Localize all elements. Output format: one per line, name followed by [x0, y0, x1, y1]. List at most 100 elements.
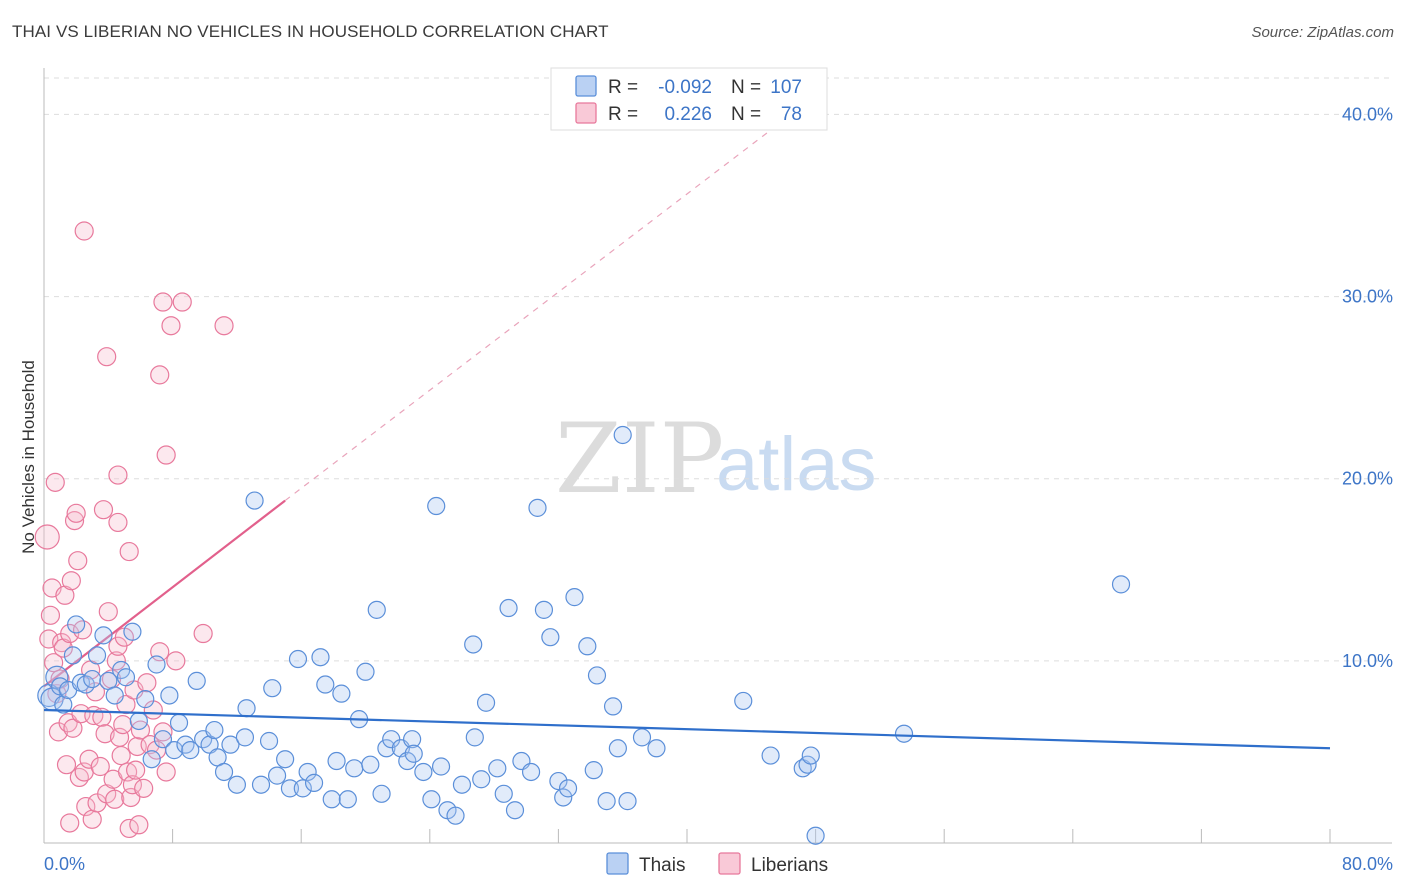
liberians-point — [79, 749, 99, 769]
thais-point — [647, 739, 666, 758]
thais-point — [129, 711, 148, 731]
thais-point — [431, 757, 451, 776]
thais-point — [165, 741, 184, 760]
thais-point — [221, 735, 240, 754]
thais-point — [267, 766, 287, 785]
liberians-point — [111, 745, 131, 766]
liberians-point — [150, 365, 170, 385]
thais-point — [403, 730, 422, 749]
thais-point — [322, 790, 341, 809]
thais-point — [235, 728, 255, 747]
legend-r-label-liberians: R = — [608, 104, 638, 125]
thais-point — [499, 598, 518, 618]
y-axis-label: No Vehicles in Household — [19, 360, 38, 554]
liberians-point — [40, 605, 61, 625]
liberians-point — [172, 292, 192, 312]
legend-swatch-thais — [575, 75, 597, 97]
gridlines — [44, 77, 1392, 662]
legend-box: R = -0.092 N = 107 R = 0.226 N = 78 — [550, 67, 828, 131]
thais-point — [414, 762, 433, 782]
thais-point — [465, 728, 484, 747]
thais-point — [259, 731, 279, 751]
thais-point — [251, 775, 271, 794]
thais-point — [176, 735, 195, 754]
thais-point — [632, 728, 652, 747]
liberians-point — [105, 789, 125, 809]
thais-point — [613, 425, 632, 445]
legend-swatch-liberians — [575, 102, 597, 124]
thais-point — [528, 498, 547, 517]
thais-point — [153, 730, 173, 749]
thais-point — [521, 762, 541, 782]
thais-point — [608, 739, 627, 758]
liberians-trend-extension — [284, 132, 768, 502]
thais-point — [367, 600, 386, 619]
legend-r-value-thais: -0.092 — [658, 77, 712, 98]
y-tick-label-40: 40.0% — [1342, 104, 1393, 124]
bottom-legend-swatch-thais — [606, 852, 629, 875]
thais-point — [160, 686, 179, 705]
thais-point — [505, 801, 525, 820]
liberians-point — [108, 465, 128, 485]
thais-point — [338, 790, 357, 809]
thais-point — [476, 693, 496, 712]
thais-point — [554, 788, 573, 807]
thais-point — [227, 775, 246, 794]
liberians-point — [63, 718, 83, 738]
thais-point — [293, 779, 312, 798]
thais-point — [464, 635, 483, 654]
x-tick-label-0: 0.0% — [44, 854, 85, 874]
liberians-point — [134, 778, 154, 798]
liberians-point — [153, 292, 173, 312]
thais-point — [565, 588, 584, 607]
thais-point — [54, 695, 73, 714]
thais-point — [298, 762, 317, 782]
liberians-point — [98, 602, 118, 622]
liberians-trend-line — [43, 499, 286, 688]
liberians-point — [129, 815, 149, 835]
liberians-point — [44, 653, 64, 673]
thais-point — [382, 730, 401, 749]
liberians-point — [68, 551, 88, 571]
liberians-point — [106, 651, 126, 671]
thais-point — [214, 762, 234, 782]
thais-point — [316, 675, 335, 694]
legend-r-value-liberians: 0.226 — [664, 104, 712, 125]
thais-point — [558, 779, 578, 798]
watermark-atlas: atlas — [716, 422, 877, 507]
liberians-point — [82, 809, 102, 829]
thais-point — [136, 690, 155, 709]
thais-point — [67, 615, 86, 634]
bottom-legend: Thais Liberians — [606, 852, 828, 876]
liberians-point — [97, 347, 117, 367]
thais-point — [181, 741, 200, 760]
trend-lines — [43, 132, 768, 688]
chart-source: Source: ZipAtlas.com — [1251, 24, 1394, 41]
thais-point — [361, 755, 380, 774]
thais-point — [187, 671, 206, 690]
thais-point — [404, 744, 423, 763]
thais-point — [488, 759, 507, 778]
thais-point — [288, 649, 308, 669]
liberians-point — [45, 472, 65, 492]
legend-r-label-thais: R = — [608, 77, 638, 98]
liberians-point — [153, 722, 173, 742]
thais-point — [311, 648, 330, 667]
thais-point — [245, 491, 264, 510]
liberians-points — [34, 221, 234, 839]
y-tick-label-10: 10.0% — [1342, 651, 1393, 671]
thais-point — [1111, 575, 1131, 594]
thais-point — [584, 761, 603, 780]
thais-point — [45, 665, 69, 689]
thais-point — [597, 792, 616, 811]
liberians-point — [61, 571, 81, 591]
thais-point — [105, 686, 124, 705]
thais-point — [94, 626, 113, 645]
liberians-point — [166, 651, 186, 671]
thais-point — [377, 739, 396, 758]
liberians-point — [214, 316, 234, 336]
thais-point — [356, 662, 375, 681]
thais-point — [372, 784, 391, 803]
thais-point — [549, 771, 568, 791]
liberians-point — [161, 316, 181, 336]
